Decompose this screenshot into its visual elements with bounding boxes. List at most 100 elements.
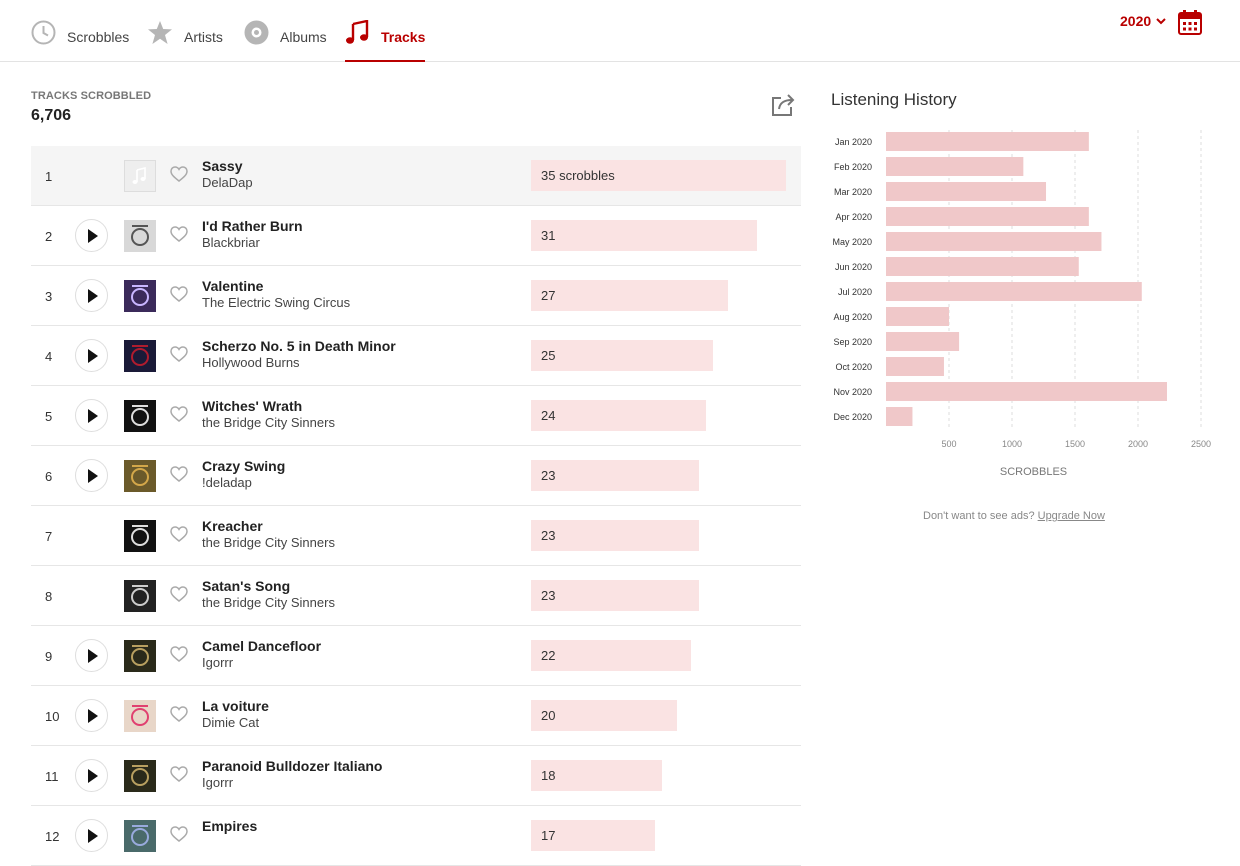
love-heart-icon[interactable] [170, 646, 188, 667]
play-button[interactable] [75, 219, 108, 252]
play-button[interactable] [75, 699, 108, 732]
love-heart-icon[interactable] [170, 826, 188, 847]
love-heart-icon[interactable] [170, 226, 188, 247]
clock-icon [31, 20, 56, 48]
track-artist[interactable]: Blackbriar [202, 235, 260, 250]
album-art[interactable] [124, 160, 156, 192]
album-art[interactable] [124, 580, 156, 612]
scrobble-count-bar: 20 [531, 700, 677, 731]
x-tick-label: 2500 [1191, 439, 1211, 449]
track-rank: 10 [45, 709, 60, 724]
x-tick-label: 2000 [1128, 439, 1148, 449]
album-art[interactable] [124, 400, 156, 432]
track-artist[interactable]: Hollywood Burns [202, 355, 300, 370]
track-artist[interactable]: Igorrr [202, 775, 234, 790]
play-button[interactable] [75, 819, 108, 852]
album-art[interactable] [124, 280, 156, 312]
track-artist[interactable]: the Bridge City Sinners [202, 535, 335, 550]
track-title[interactable]: Empires [202, 818, 258, 834]
y-category-label: Aug 2020 [833, 312, 872, 322]
year-dropdown[interactable]: 2020 [1120, 13, 1167, 29]
track-artist[interactable]: the Bridge City Sinners [202, 415, 335, 430]
scrobble-count-bar: 23 [531, 460, 699, 491]
track-title[interactable]: Paranoid Bulldozer Italiano [202, 758, 383, 774]
album-art[interactable] [124, 520, 156, 552]
love-heart-icon[interactable] [170, 526, 188, 547]
history-bar[interactable] [886, 282, 1142, 301]
play-button[interactable] [75, 459, 108, 492]
track-title[interactable]: La voiture [202, 698, 269, 714]
track-title[interactable]: Kreacher [202, 518, 263, 534]
play-button[interactable] [75, 399, 108, 432]
x-tick-label: 1000 [1002, 439, 1022, 449]
tab-albums[interactable]: Albums [244, 20, 327, 60]
tab-tracks[interactable]: Tracks [345, 19, 426, 62]
scrobble-count-bar: 31 [531, 220, 757, 251]
share-icon[interactable] [771, 92, 796, 122]
ads-text: Don't want to see ads? [923, 510, 1035, 522]
listening-history-title: Listening History [831, 90, 957, 109]
track-row: 9 Camel Dancefloor Igorrr 22 [31, 626, 801, 686]
scrobble-count: 22 [541, 648, 556, 663]
track-title[interactable]: Scherzo No. 5 in Death Minor [202, 338, 396, 354]
history-bar[interactable] [886, 382, 1167, 401]
love-heart-icon[interactable] [170, 286, 188, 307]
history-bar[interactable] [886, 232, 1102, 251]
track-title[interactable]: Camel Dancefloor [202, 638, 322, 654]
love-heart-icon[interactable] [170, 406, 188, 427]
scrobble-count-bar: 23 [531, 580, 699, 611]
love-heart-icon[interactable] [170, 706, 188, 727]
history-bar[interactable] [886, 132, 1089, 151]
scrobble-count: 31 [541, 228, 556, 243]
x-tick-label: 500 [941, 439, 956, 449]
tab-artists[interactable]: Artists [147, 21, 223, 60]
album-art[interactable] [124, 340, 156, 372]
track-title[interactable]: Sassy [202, 158, 243, 174]
history-bar[interactable] [886, 407, 913, 426]
scrobble-count-bar: 24 [531, 400, 706, 431]
track-title[interactable]: Witches' Wrath [202, 398, 303, 414]
play-button[interactable] [75, 759, 108, 792]
love-heart-icon[interactable] [170, 586, 188, 607]
history-bar[interactable] [886, 332, 960, 351]
chevron-down-icon [1155, 13, 1167, 29]
calendar-icon[interactable] [1178, 9, 1202, 40]
album-art[interactable] [124, 820, 156, 852]
track-artist[interactable]: DelaDap [202, 175, 253, 190]
scrobble-count-bar: 17 [531, 820, 655, 851]
love-heart-icon[interactable] [170, 346, 188, 367]
upgrade-now-link[interactable]: Upgrade Now [1037, 510, 1105, 522]
scrobble-count-bar: 35 scrobbles [531, 160, 786, 191]
track-artist[interactable]: Igorrr [202, 655, 234, 670]
play-button[interactable] [75, 339, 108, 372]
track-artist[interactable]: !deladap [202, 475, 252, 490]
love-heart-icon[interactable] [170, 166, 188, 187]
love-heart-icon[interactable] [170, 766, 188, 787]
track-rank: 5 [45, 409, 53, 424]
track-artist[interactable]: the Bridge City Sinners [202, 595, 335, 610]
history-bar[interactable] [886, 257, 1079, 276]
track-title[interactable]: I'd Rather Burn [202, 218, 303, 234]
tab-scrobbles[interactable]: Scrobbles [31, 20, 129, 60]
track-row: 12 Empires 17 [31, 806, 801, 866]
tab-label: Tracks [381, 29, 426, 45]
history-bar[interactable] [886, 157, 1024, 176]
track-title[interactable]: Crazy Swing [202, 458, 286, 474]
play-button[interactable] [75, 279, 108, 312]
track-title[interactable]: Satan's Song [202, 578, 291, 594]
love-heart-icon[interactable] [170, 466, 188, 487]
history-bar[interactable] [886, 182, 1047, 201]
album-art[interactable] [124, 220, 156, 252]
track-artist[interactable]: Dimie Cat [202, 715, 260, 730]
play-button[interactable] [75, 639, 108, 672]
y-category-label: Nov 2020 [833, 387, 872, 397]
album-art[interactable] [124, 700, 156, 732]
track-title[interactable]: Valentine [202, 278, 264, 294]
history-bar[interactable] [886, 357, 944, 376]
history-bar[interactable] [886, 307, 949, 326]
track-artist[interactable]: The Electric Swing Circus [202, 295, 351, 310]
album-art[interactable] [124, 760, 156, 792]
history-bar[interactable] [886, 207, 1089, 226]
album-art[interactable] [124, 460, 156, 492]
album-art[interactable] [124, 640, 156, 672]
